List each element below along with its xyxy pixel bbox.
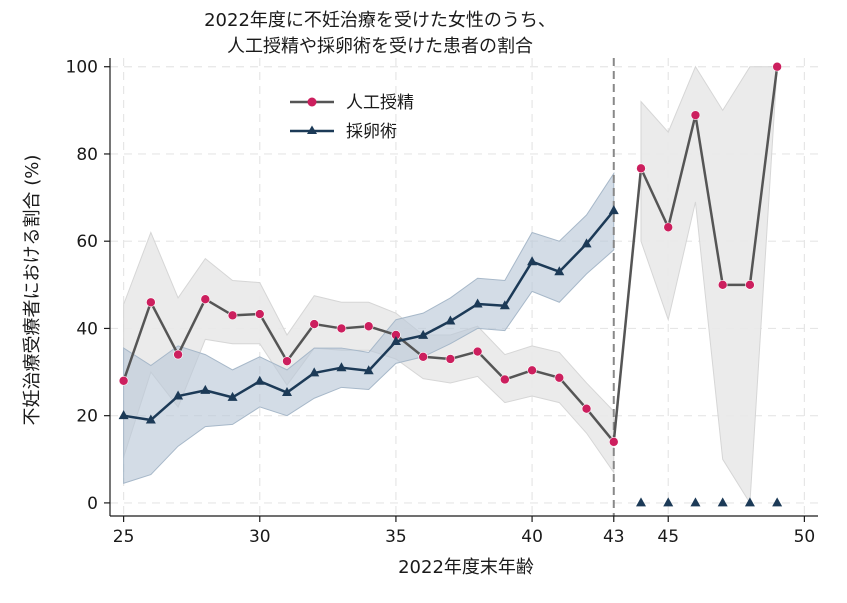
series-markers bbox=[118, 61, 783, 507]
marker-retrieval-age-44 bbox=[636, 497, 646, 507]
x-tick-label-45: 45 bbox=[657, 527, 679, 547]
marker-retrieval-age-30 bbox=[254, 375, 265, 385]
y-tick-label-20: 20 bbox=[76, 407, 98, 427]
marker-insemination-age-31 bbox=[282, 356, 292, 366]
x-tick-label-35: 35 bbox=[385, 527, 407, 547]
marker-retrieval-age-34 bbox=[363, 365, 374, 375]
marker-retrieval-age-32 bbox=[309, 367, 320, 377]
legend-label-insemination: 人工授精 bbox=[346, 93, 414, 113]
marker-retrieval-age-33 bbox=[336, 362, 347, 372]
legend-marker-insemination bbox=[307, 97, 317, 107]
series-line-1 bbox=[639, 66, 779, 287]
legend-marker-retrieval bbox=[307, 125, 317, 134]
marker-retrieval-age-38 bbox=[472, 298, 483, 308]
marker-insemination-age-41 bbox=[554, 372, 565, 383]
series-line-insemination-connector bbox=[612, 168, 643, 442]
marker-insemination-age-40 bbox=[527, 365, 537, 376]
marker-insemination-age-34 bbox=[363, 321, 374, 332]
marker-insemination-age-45 bbox=[663, 222, 674, 233]
y-tick-label-40: 40 bbox=[76, 319, 98, 339]
marker-retrieval-age-28 bbox=[200, 384, 211, 394]
marker-insemination-age-29 bbox=[227, 310, 238, 321]
y-tick-label-80: 80 bbox=[76, 145, 98, 165]
y-axis-title: 不妊治療受療者における割合 (%) bbox=[22, 155, 43, 426]
marker-insemination-age-42 bbox=[581, 403, 592, 414]
legend-label-retrieval: 採卵術 bbox=[346, 122, 397, 142]
marker-insemination-age-27 bbox=[173, 349, 183, 360]
marker-insemination-age-43 bbox=[608, 437, 619, 447]
marker-insemination-age-46 bbox=[690, 110, 701, 120]
x-tick-label-30: 30 bbox=[249, 527, 271, 547]
marker-retrieval-age-31 bbox=[282, 387, 292, 397]
marker-retrieval-age-49 bbox=[772, 497, 783, 507]
y-ticks: 0 20 40 60 80 100 bbox=[66, 58, 110, 514]
x-tick-label-50: 50 bbox=[794, 527, 816, 547]
x-ticks: 25 30 35 40 43 45 50 bbox=[113, 516, 815, 547]
marker-insemination-age-49 bbox=[772, 61, 782, 72]
marker-retrieval-age-42 bbox=[581, 238, 592, 248]
marker-retrieval-age-46 bbox=[690, 497, 701, 507]
confidence-bands bbox=[123, 65, 778, 505]
x-axis-title: 2022年度末年齢 bbox=[398, 557, 534, 578]
y-tick-label-100: 100 bbox=[66, 58, 98, 78]
y-tick-label-0: 0 bbox=[87, 494, 98, 514]
y-tick-label-60: 60 bbox=[76, 232, 98, 252]
marker-insemination-age-38 bbox=[472, 346, 483, 357]
marker-insemination-age-26 bbox=[146, 297, 156, 308]
x-tick-label-43: 43 bbox=[603, 527, 625, 547]
chart-title-line-1: 2022年度に不妊治療を受けた女性のうち、 bbox=[204, 10, 556, 31]
marker-retrieval-age-37 bbox=[445, 315, 456, 325]
ci-band-series-1 bbox=[640, 65, 778, 505]
marker-insemination-age-30 bbox=[254, 309, 265, 319]
marker-retrieval-age-26 bbox=[145, 414, 156, 424]
marker-insemination-age-47 bbox=[717, 280, 728, 290]
ci-band-series-2 bbox=[123, 171, 615, 484]
marker-retrieval-age-27 bbox=[173, 390, 184, 400]
marker-retrieval-age-45 bbox=[663, 497, 674, 507]
x-tick-label-40: 40 bbox=[521, 527, 543, 547]
marker-retrieval-age-47 bbox=[717, 497, 728, 507]
marker-retrieval-age-41 bbox=[554, 266, 565, 276]
marker-insemination-age-36 bbox=[418, 351, 428, 362]
legend: 人工授精 採卵術 bbox=[290, 93, 414, 142]
marker-insemination-age-37 bbox=[445, 354, 456, 364]
marker-retrieval-age-39 bbox=[499, 300, 510, 310]
ci-band-series-0 bbox=[123, 231, 615, 474]
marker-retrieval-age-43 bbox=[608, 205, 619, 215]
marker-retrieval-age-48 bbox=[744, 497, 755, 507]
marker-insemination-age-25 bbox=[118, 375, 129, 386]
marker-retrieval-age-40 bbox=[527, 256, 538, 266]
marker-retrieval-age-36 bbox=[418, 329, 429, 339]
chart-title-line-2: 人工授精や採卵術を受けた患者の割合 bbox=[227, 36, 533, 57]
marker-insemination-age-39 bbox=[500, 374, 510, 385]
marker-retrieval-age-35 bbox=[390, 336, 401, 346]
marker-insemination-age-33 bbox=[336, 323, 347, 334]
marker-retrieval-age-25 bbox=[118, 410, 129, 420]
marker-insemination-age-48 bbox=[745, 280, 755, 290]
marker-insemination-age-44 bbox=[636, 163, 646, 174]
marker-retrieval-age-29 bbox=[227, 391, 238, 401]
x-tick-label-25: 25 bbox=[113, 527, 135, 547]
marker-insemination-age-28 bbox=[200, 294, 211, 305]
marker-insemination-age-32 bbox=[309, 319, 320, 329]
